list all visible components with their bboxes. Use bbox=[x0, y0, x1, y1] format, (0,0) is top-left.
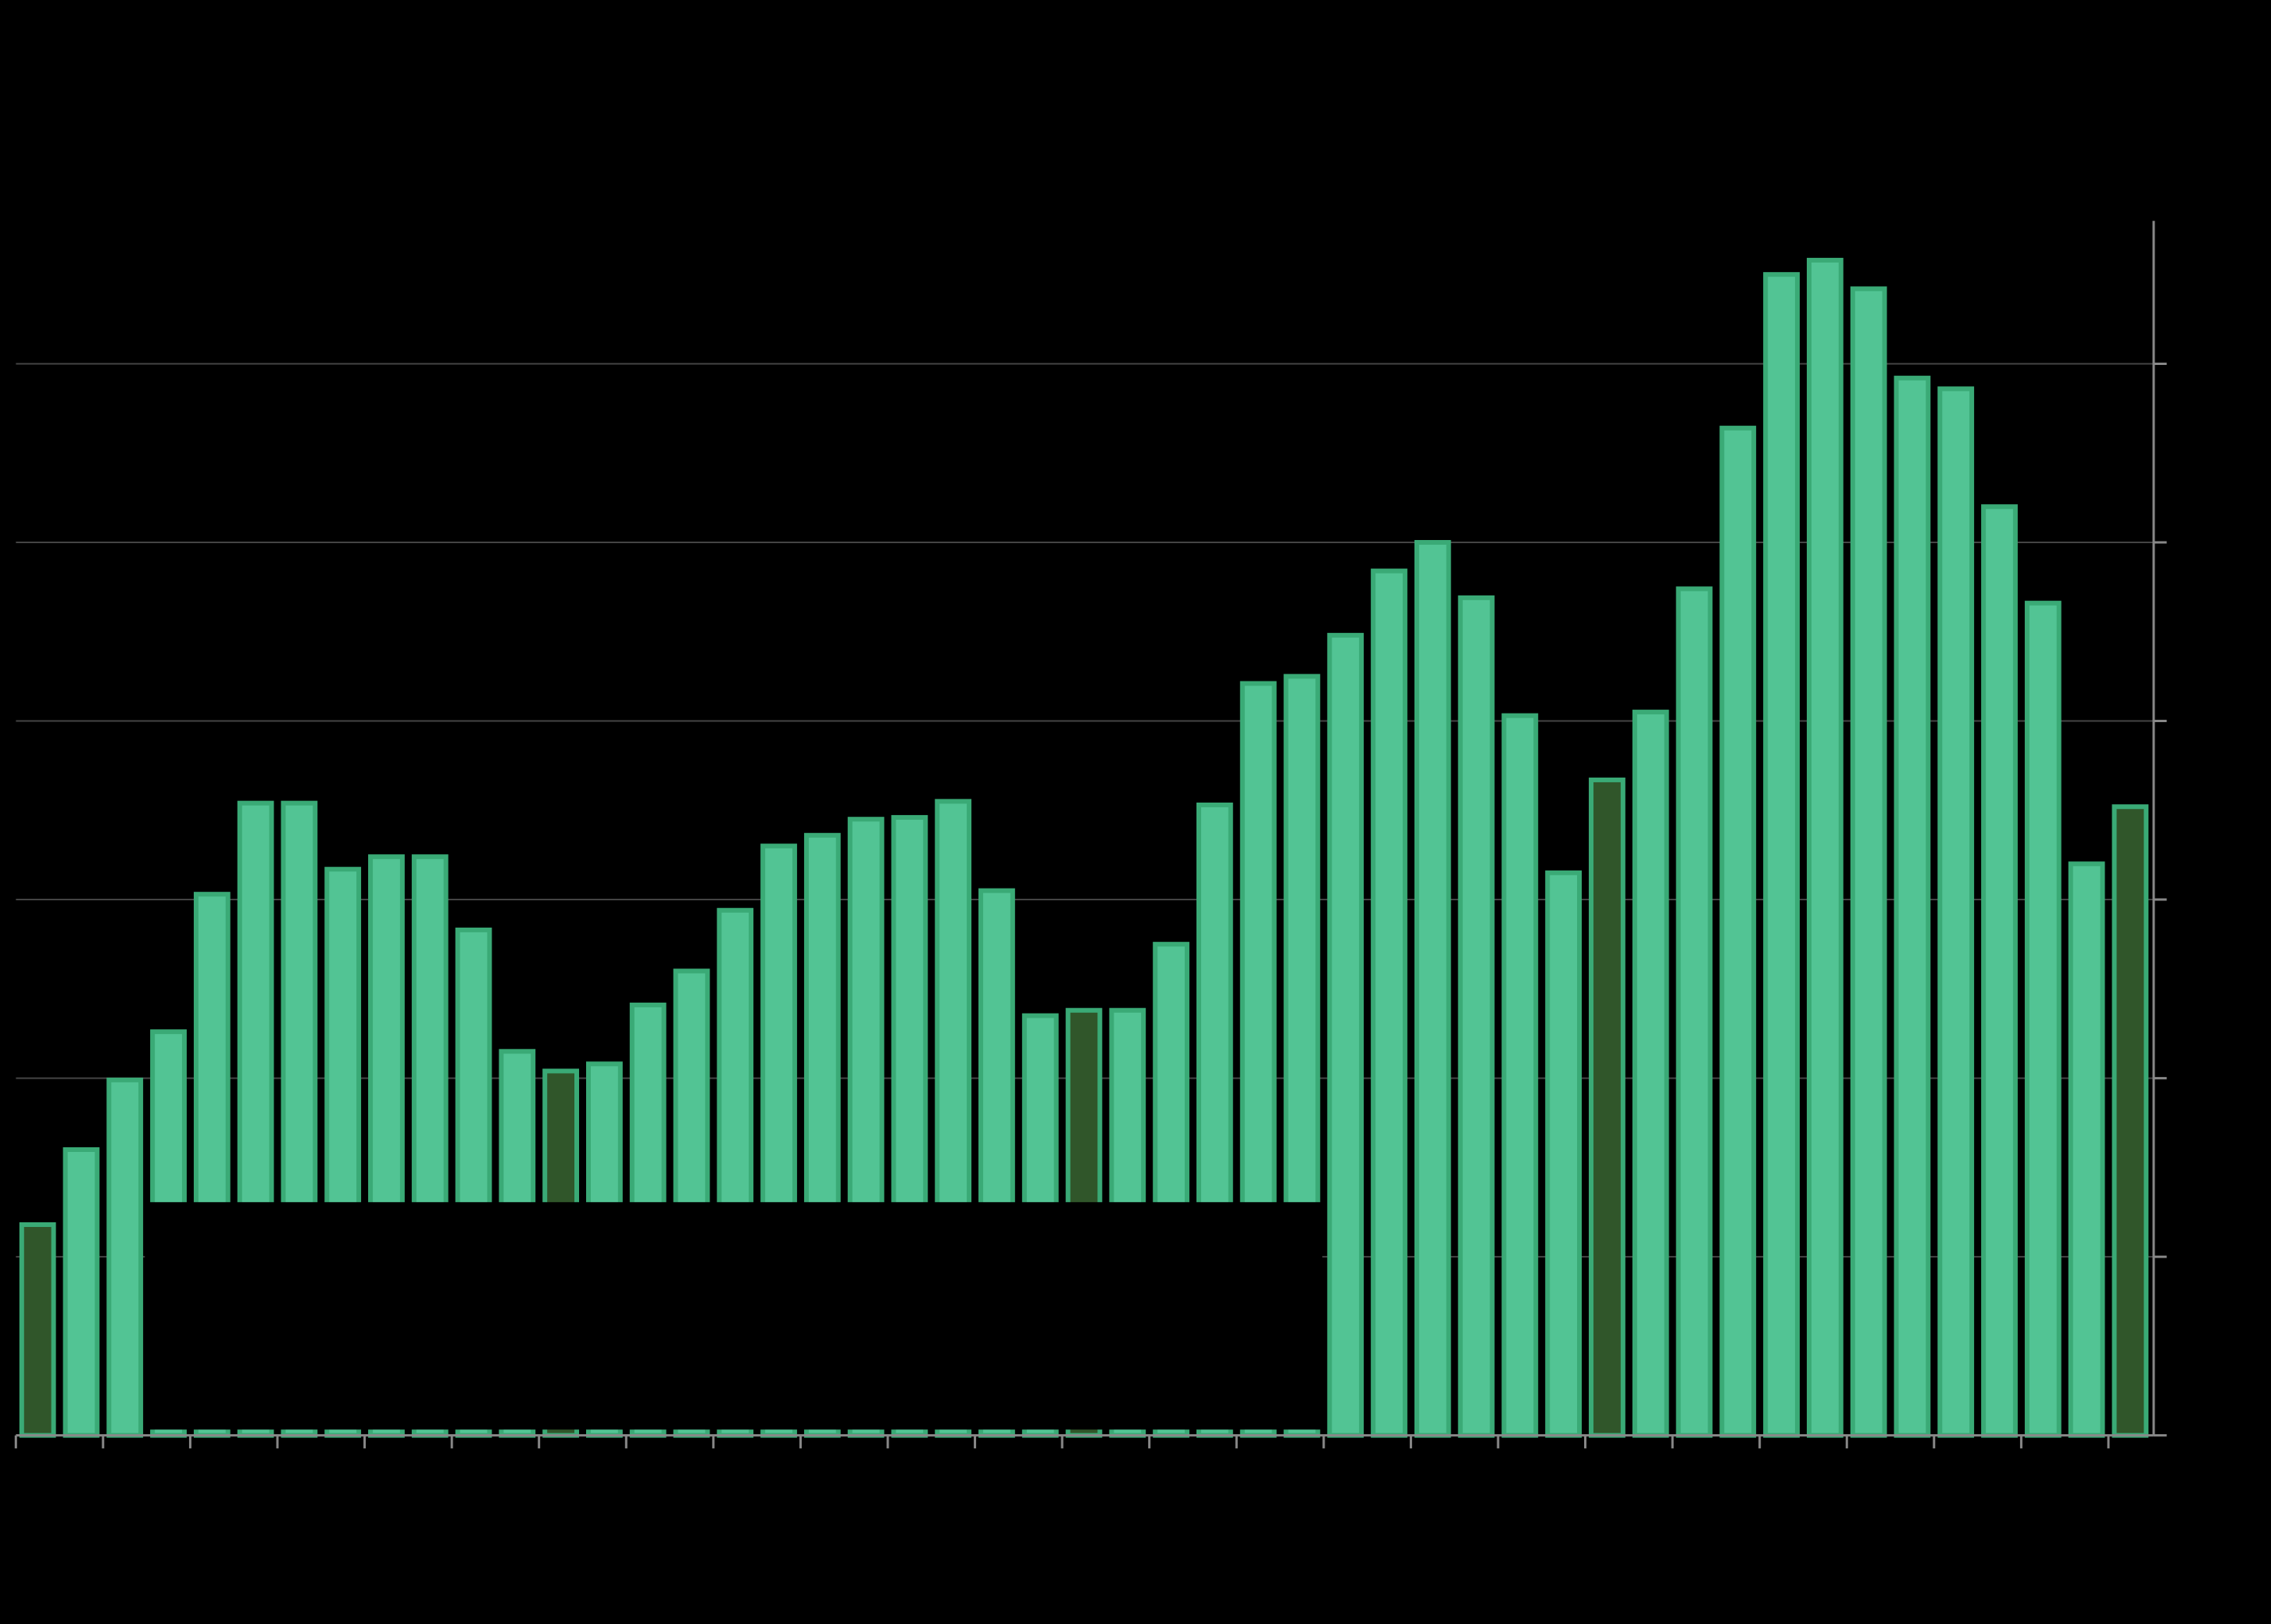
bar bbox=[1894, 375, 1931, 1438]
bar bbox=[1632, 710, 1669, 1438]
mask-band bbox=[145, 1202, 1323, 1430]
bar bbox=[1501, 713, 1539, 1438]
bar bbox=[1327, 632, 1364, 1438]
bar bbox=[106, 1077, 144, 1438]
bar bbox=[1545, 870, 1583, 1438]
bar bbox=[63, 1146, 100, 1438]
bar bbox=[2068, 861, 2105, 1438]
bar bbox=[1457, 595, 1495, 1438]
bar bbox=[19, 1222, 56, 1438]
bar bbox=[1589, 777, 1625, 1438]
bar bbox=[1763, 272, 1800, 1438]
bar bbox=[1719, 425, 1757, 1438]
bar bbox=[2112, 804, 2149, 1438]
bar bbox=[1937, 386, 1975, 1438]
bar bbox=[1414, 539, 1451, 1438]
bar bbox=[1806, 257, 1844, 1438]
bar bbox=[1981, 504, 2018, 1438]
bar bbox=[1676, 586, 1713, 1438]
bar bbox=[2024, 600, 2062, 1438]
bar bbox=[1850, 286, 1887, 1438]
bar bbox=[1371, 568, 1407, 1438]
